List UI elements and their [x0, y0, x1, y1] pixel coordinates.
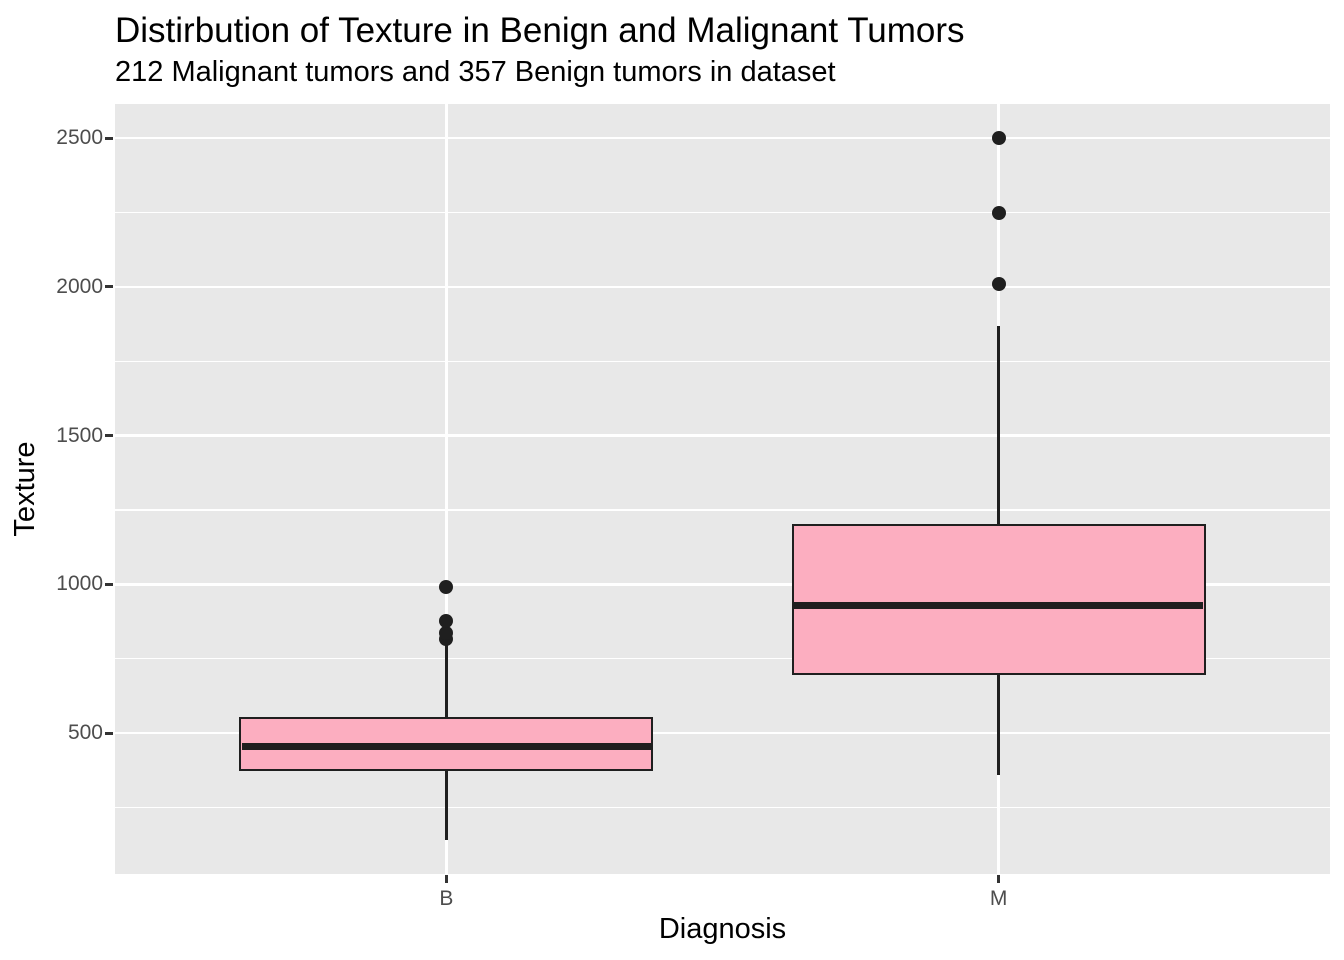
x-tick-label: M	[989, 887, 1008, 910]
y-tick-mark	[105, 731, 113, 735]
y-tick-label: 1000	[56, 572, 103, 596]
major-gridline	[115, 583, 1330, 586]
outlier-point-B	[439, 625, 454, 640]
median-M	[794, 601, 1204, 609]
x-tick-mark	[444, 875, 448, 883]
upper-whisker-M	[997, 325, 1001, 525]
major-gridline	[115, 731, 1330, 735]
minor-gridline	[115, 806, 1330, 808]
y-tick-mark	[105, 285, 113, 289]
chart-title: Distirbution of Texture in Benign and Ma…	[115, 11, 965, 50]
x-tick-label: B	[439, 887, 454, 910]
x-tick-mark	[997, 875, 1001, 883]
median-B	[241, 742, 651, 750]
outlier-point-M	[991, 205, 1006, 220]
y-tick-label: 2000	[56, 274, 103, 298]
lower-whisker-M	[997, 673, 1001, 775]
minor-gridline	[115, 509, 1330, 511]
minor-gridline	[115, 211, 1330, 214]
category-gridline	[445, 104, 448, 874]
y-tick-label: 2500	[56, 126, 103, 150]
outlier-point-M	[991, 131, 1006, 146]
upper-whisker-B	[444, 643, 448, 719]
plot-panel	[115, 104, 1330, 874]
major-gridline	[115, 285, 1330, 289]
box-M	[791, 523, 1206, 675]
minor-gridline	[115, 360, 1330, 362]
y-tick-mark	[105, 582, 113, 586]
major-gridline	[115, 434, 1330, 437]
y-tick-mark	[105, 434, 113, 438]
lower-whisker-B	[444, 770, 448, 841]
y-tick-label: 1500	[56, 423, 103, 447]
major-gridline	[115, 136, 1330, 140]
outlier-point-M	[991, 276, 1006, 291]
chart-subtitle: 212 Malignant tumors and 357 Benign tumo…	[115, 56, 836, 88]
minor-gridline	[115, 658, 1330, 660]
y-tick-label: 500	[67, 721, 103, 745]
outlier-point-B	[439, 614, 454, 629]
y-tick-mark	[105, 136, 113, 140]
outlier-point-B	[439, 580, 454, 595]
x-axis-title: Diagnosis	[658, 913, 787, 945]
